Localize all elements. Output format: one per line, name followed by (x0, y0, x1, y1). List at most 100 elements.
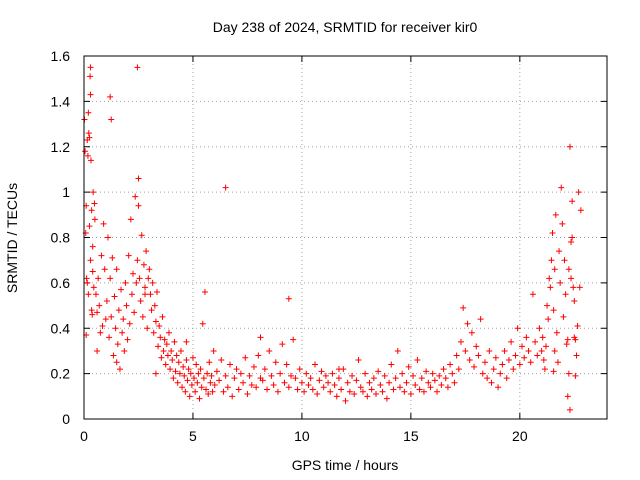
data-point (107, 93, 114, 100)
data-point (401, 388, 408, 395)
data-point (163, 341, 170, 348)
data-point (331, 381, 338, 388)
data-point (556, 248, 563, 255)
data-point (85, 130, 92, 137)
data-point (192, 388, 199, 395)
data-point (290, 336, 297, 343)
data-point (573, 352, 580, 359)
data-point (244, 391, 251, 398)
data-point (177, 347, 184, 354)
data-point (136, 275, 143, 282)
data-point (418, 375, 425, 382)
data-point (563, 341, 570, 348)
data-point (574, 322, 581, 329)
data-point (551, 347, 558, 354)
data-point (399, 370, 406, 377)
data-point (414, 357, 421, 364)
data-point (551, 266, 558, 273)
data-point (566, 143, 573, 150)
data-point (366, 379, 373, 386)
data-point (159, 313, 166, 320)
data-point (158, 354, 165, 361)
data-point (495, 384, 502, 391)
data-point (335, 375, 342, 382)
data-point (303, 370, 310, 377)
data-point (353, 377, 360, 384)
data-point (198, 384, 205, 391)
data-point (379, 388, 386, 395)
data-point (140, 261, 147, 268)
data-point (552, 211, 559, 218)
data-point (490, 366, 497, 373)
data-point (534, 352, 541, 359)
data-point (186, 393, 193, 400)
data-point (405, 363, 412, 370)
data-point (90, 189, 97, 196)
data-point (553, 329, 560, 336)
data-point (248, 381, 255, 388)
data-point (486, 347, 493, 354)
data-point (296, 366, 303, 373)
y-tick-label: 1.6 (51, 48, 71, 64)
data-point (575, 189, 582, 196)
data-point (272, 359, 279, 366)
y-tick-label: 0.4 (51, 320, 71, 336)
data-point (205, 391, 212, 398)
x-tick-label: 0 (80, 428, 88, 444)
data-point (97, 329, 104, 336)
data-point (499, 361, 506, 368)
data-point (130, 270, 137, 277)
data-point (231, 375, 238, 382)
data-point (123, 302, 130, 309)
data-point (188, 381, 195, 388)
data-point (457, 338, 464, 345)
data-point (222, 372, 229, 379)
data-point (550, 307, 557, 314)
data-point (325, 379, 332, 386)
data-point (327, 388, 334, 395)
data-point (160, 347, 167, 354)
data-point (281, 379, 288, 386)
data-point (320, 384, 327, 391)
data-point (216, 377, 223, 384)
data-point (473, 343, 480, 350)
data-point (92, 291, 99, 298)
data-point (220, 388, 227, 395)
data-point (161, 336, 168, 343)
data-point (164, 352, 171, 359)
data-point (548, 257, 555, 264)
data-point (368, 386, 375, 393)
data-point (568, 239, 575, 246)
data-point (121, 347, 128, 354)
data-point (257, 375, 264, 382)
data-point (134, 257, 141, 264)
data-point (119, 329, 126, 336)
data-point (292, 375, 299, 382)
data-point (510, 366, 517, 373)
data-point (392, 375, 399, 382)
data-point (423, 368, 430, 375)
data-point (434, 388, 441, 395)
data-point (396, 384, 403, 391)
data-point (425, 379, 432, 386)
data-point (512, 352, 519, 359)
data-point (91, 200, 98, 207)
data-point (109, 254, 116, 261)
data-point (137, 298, 144, 305)
data-point (288, 372, 295, 379)
data-point (519, 343, 526, 350)
data-point (464, 320, 471, 327)
data-point (447, 361, 454, 368)
data-point (274, 388, 281, 395)
data-point (157, 334, 164, 341)
data-point (179, 384, 186, 391)
data-point (86, 223, 93, 230)
data-point (475, 352, 482, 359)
data-point (94, 347, 101, 354)
data-point (516, 361, 523, 368)
data-point (431, 377, 438, 384)
data-point (562, 291, 569, 298)
data-point (191, 375, 198, 382)
data-point (113, 359, 120, 366)
